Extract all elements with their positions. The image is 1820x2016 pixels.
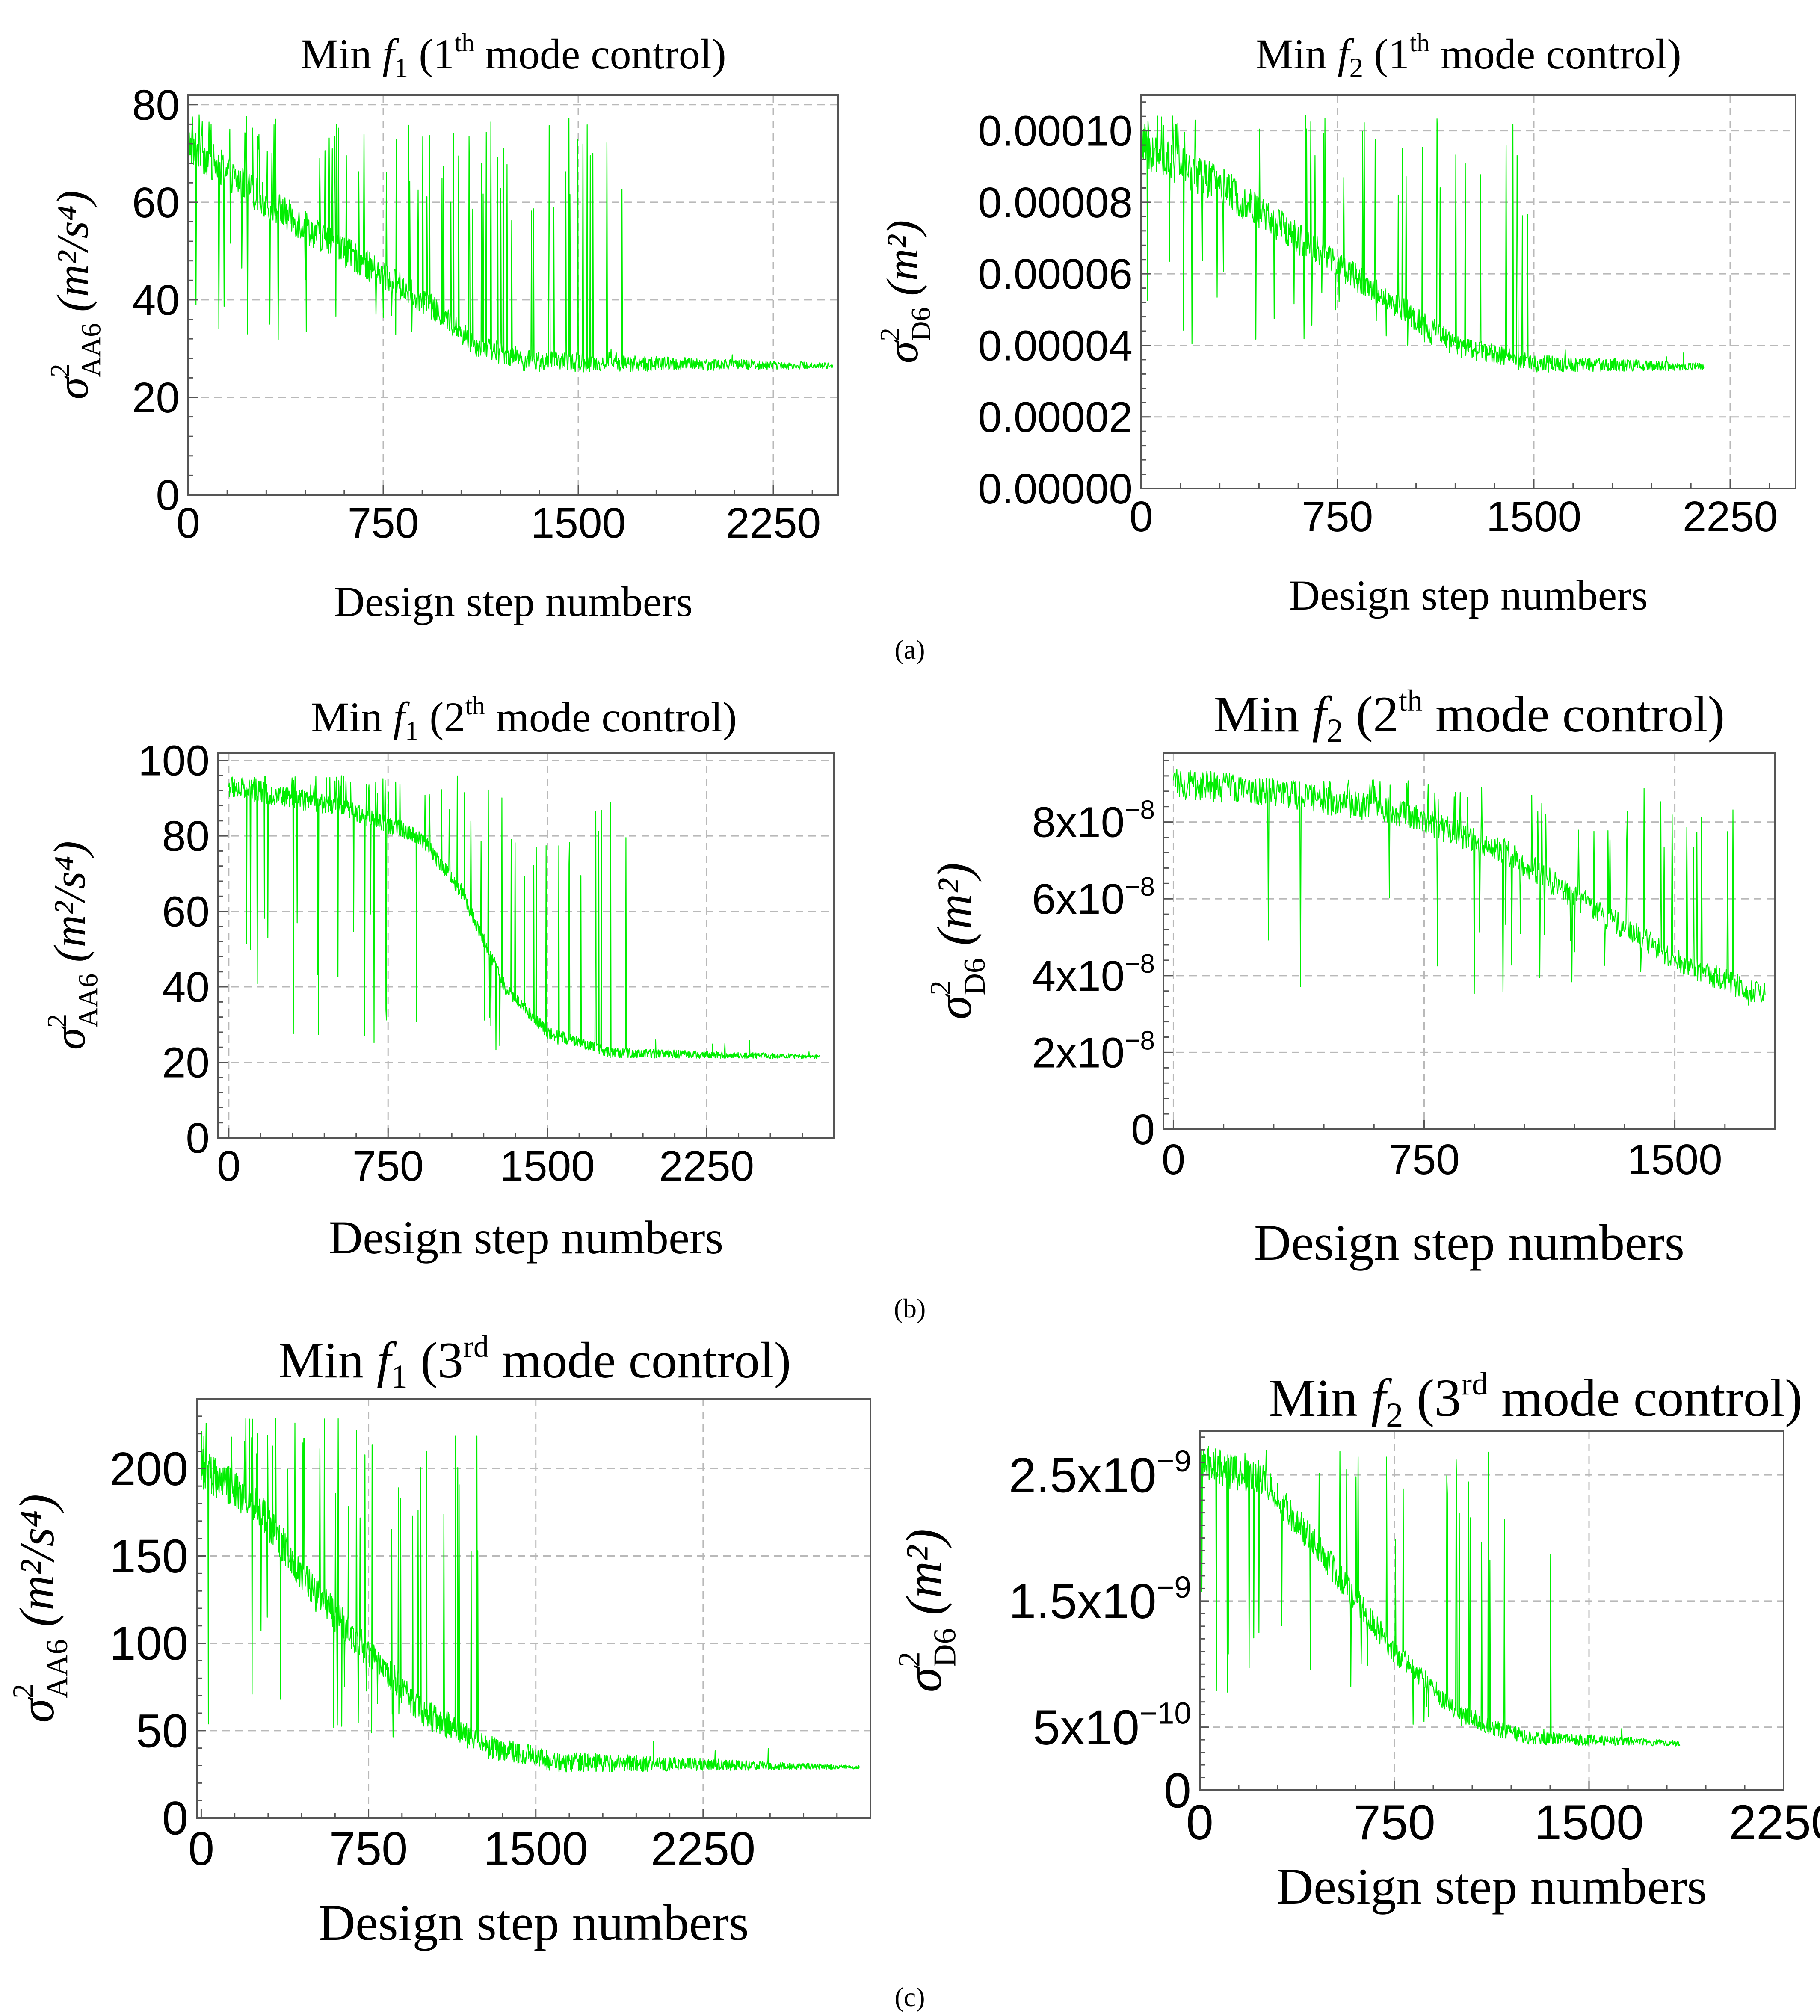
y-axis-label: σ2D6 (m²) bbox=[875, 220, 936, 364]
y-tick-label: 8x10−8 bbox=[1032, 796, 1155, 847]
y-tick-label: 100 bbox=[109, 1617, 188, 1670]
x-tick-label: 2250 bbox=[726, 499, 821, 547]
x-axis-label: Design step numbers bbox=[1289, 571, 1648, 619]
x-tick-label: 0 bbox=[1162, 1136, 1186, 1184]
y-tick-label: 0 bbox=[1131, 1106, 1155, 1154]
y-tick-label: 0 bbox=[162, 1792, 188, 1845]
x-axis-label: Design step numbers bbox=[334, 578, 693, 625]
x-tick-label: 1500 bbox=[1627, 1136, 1722, 1184]
y-tick-label: 150 bbox=[109, 1530, 188, 1583]
y-tick-label: 2x10−8 bbox=[1032, 1026, 1155, 1077]
y-tick-label: 5x10−10 bbox=[1033, 1696, 1191, 1755]
series-line bbox=[1199, 1446, 1681, 1747]
x-tick-label: 0 bbox=[188, 1823, 214, 1875]
y-tick-label: 100 bbox=[138, 737, 210, 785]
plot-frame bbox=[1163, 752, 1776, 1130]
y-tick-label: 0.00002 bbox=[978, 394, 1133, 441]
y-tick-label: 0.00006 bbox=[978, 250, 1133, 298]
y-tick-label: 0.00010 bbox=[978, 107, 1133, 155]
series-line bbox=[1173, 768, 1766, 1006]
x-tick-label: 1500 bbox=[1486, 493, 1581, 541]
x-tick-label: 750 bbox=[1388, 1136, 1460, 1184]
y-tick-label: 0.00004 bbox=[978, 322, 1133, 370]
y-tick-label: 0 bbox=[156, 471, 180, 519]
chart-a1: Min f1 (1th mode control) 0 750 1500 2250 0 20… bbox=[45, 29, 839, 625]
y-tick-label: 20 bbox=[132, 374, 180, 422]
x-tick-label: 1500 bbox=[483, 1823, 588, 1875]
x-tick-label: 1500 bbox=[500, 1142, 595, 1190]
y-tick-label: 40 bbox=[132, 276, 180, 324]
y-axis-label: σ2AA6 (m²/s⁴) bbox=[7, 1494, 74, 1723]
x-tick-label: 0 bbox=[1129, 493, 1153, 541]
y-tick-label: 0 bbox=[186, 1114, 210, 1162]
plot-frame bbox=[1199, 1430, 1784, 1791]
x-axis-label: Design step numbers bbox=[1254, 1214, 1685, 1271]
x-tick-label: 2250 bbox=[1683, 493, 1778, 541]
chart-c1: Min f1 (3rd mode control) 0 750 1500 2250 0 50… bbox=[7, 1329, 871, 1951]
y-tick-label: 4x10−8 bbox=[1032, 949, 1155, 1000]
y-tick-label: 1.5x10−9 bbox=[1009, 1570, 1191, 1629]
y-tick-label: 80 bbox=[162, 812, 210, 860]
y-tick-label: 0 bbox=[1164, 1763, 1191, 1818]
x-tick-label: 0 bbox=[217, 1142, 241, 1190]
y-tick-label: 80 bbox=[132, 81, 180, 129]
panel-label-a: (a) bbox=[894, 634, 925, 665]
series-line bbox=[1140, 115, 1705, 373]
y-tick-label: 6x10−8 bbox=[1032, 872, 1155, 923]
panel-label-c: (c) bbox=[894, 1982, 925, 2012]
chart-a2: Min f2 (1th mode control) 0 750 1500 2250 0.0… bbox=[875, 29, 1796, 619]
x-tick-label: 750 bbox=[1353, 1795, 1435, 1850]
y-tick-label: 20 bbox=[162, 1039, 210, 1087]
panel-label-b: (b) bbox=[894, 1293, 926, 1323]
plot-frame bbox=[187, 94, 839, 496]
chart-b2: Min f2 (2th mode control) 0 750 1500 0 2x10−8… bbox=[924, 684, 1776, 1271]
chart-c2: Min f2 (3rd mode control) 0 750 1500 2250 0 5x… bbox=[892, 1366, 1820, 1915]
chart-title: Min f1 (1th mode control) bbox=[300, 29, 726, 83]
x-tick-label: 1500 bbox=[1534, 1795, 1644, 1850]
series-line bbox=[228, 775, 820, 1059]
chart-title: Min f2 (1th mode control) bbox=[1255, 29, 1681, 83]
x-tick-label: 0 bbox=[1186, 1795, 1213, 1850]
y-axis-label: σ2D6 (m²) bbox=[892, 1529, 963, 1693]
chart-title: Min f1 (2th mode control) bbox=[311, 692, 737, 746]
y-tick-label: 0.00008 bbox=[978, 179, 1133, 227]
y-tick-label: 2.5x10−9 bbox=[1009, 1444, 1191, 1503]
x-axis-label: Design step numbers bbox=[1276, 1858, 1707, 1915]
y-axis-label: σ2AA6 (m²/s⁴) bbox=[42, 841, 104, 1050]
y-axis-label: σ2AA6 (m²/s⁴) bbox=[45, 190, 107, 399]
x-tick-label: 0 bbox=[176, 499, 200, 547]
x-tick-label: 750 bbox=[1302, 493, 1373, 541]
x-axis-label: Design step numbers bbox=[329, 1211, 724, 1264]
chart-b1: Min f1 (2th mode control) 0 750 1500 2250 0 20… bbox=[42, 692, 835, 1264]
x-tick-label: 750 bbox=[352, 1142, 424, 1190]
plot-frame bbox=[1140, 94, 1796, 489]
y-tick-label: 200 bbox=[109, 1443, 188, 1495]
y-axis-label: σ2D6 (m²) bbox=[924, 863, 992, 1020]
y-tick-label: 60 bbox=[132, 179, 180, 227]
series-line bbox=[201, 1418, 860, 1773]
chart-title: Min f2 (3rd mode control) bbox=[1269, 1366, 1803, 1434]
x-tick-label: 750 bbox=[348, 499, 419, 547]
x-tick-label: 2250 bbox=[1729, 1795, 1820, 1850]
x-tick-label: 2250 bbox=[659, 1142, 754, 1190]
y-tick-label: 60 bbox=[162, 888, 210, 936]
x-tick-label: 1500 bbox=[531, 499, 626, 547]
y-tick-label: 40 bbox=[162, 963, 210, 1011]
y-tick-label: 50 bbox=[136, 1705, 188, 1757]
x-tick-label: 750 bbox=[329, 1823, 408, 1875]
x-tick-label: 2250 bbox=[651, 1823, 755, 1875]
plot-frame bbox=[217, 752, 835, 1139]
y-tick-label: 0.00000 bbox=[978, 465, 1133, 513]
x-axis-label: Design step numbers bbox=[318, 1894, 749, 1951]
chart-title: Min f2 (2th mode control) bbox=[1214, 684, 1725, 749]
chart-title: Min f1 (3rd mode control) bbox=[278, 1329, 791, 1395]
series-line bbox=[188, 114, 834, 373]
